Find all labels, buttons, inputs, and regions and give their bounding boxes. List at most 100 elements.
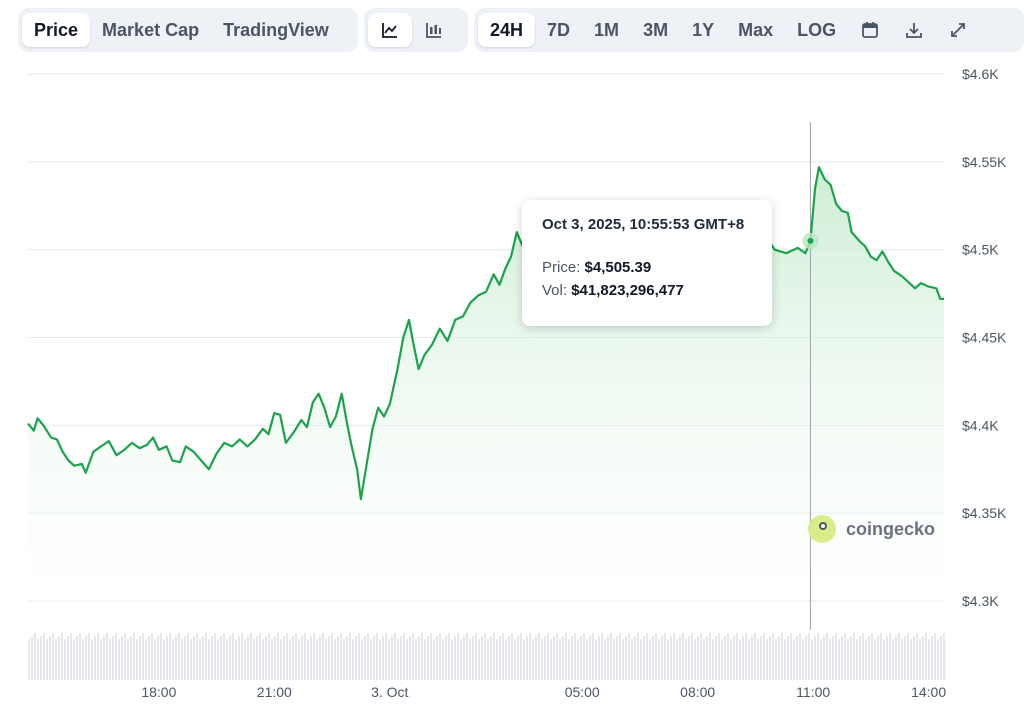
volume-bar [397,639,399,680]
range-1m-button[interactable]: 1M [594,19,620,40]
volume-bar [49,636,51,680]
volume-bar [538,633,540,680]
line-chart-button[interactable] [368,13,412,47]
y-tick-label: $4.6K [962,66,999,82]
volume-bar [799,633,801,680]
volume-bar [904,636,906,680]
y-tick-label: $4.45K [962,330,1007,346]
download-button[interactable] [892,13,936,47]
volume-bar [613,639,615,680]
volume-bar [844,633,846,680]
volume-bar [751,636,753,680]
volume-bar [910,639,912,680]
volume-bar [310,636,312,680]
volume-bar [640,639,642,680]
volume-bar [286,633,288,680]
volume-bar [427,636,429,680]
candlestick-chart-button[interactable] [412,13,456,47]
volume-bar [208,639,210,680]
volume-bar [205,633,207,680]
volume-bar [577,639,579,680]
volume-bar [562,636,564,680]
volume-bar [268,633,270,680]
volume-bar [133,633,135,680]
volume-bar [433,639,435,680]
range-1y-button[interactable]: 1Y [692,19,715,40]
tab-tradingview[interactable]: TradingView [223,19,329,40]
calendar-button[interactable] [848,13,892,47]
range-3m-button[interactable]: 3M [643,19,669,40]
volume-bar [811,639,813,680]
volume-bar [346,636,348,680]
volume-bar [298,639,300,680]
volume-bar [376,633,378,680]
volume-bar [442,639,444,680]
volume-bar [937,639,939,680]
volume-bar [367,633,369,680]
volume-bar [688,636,690,680]
volume-bar [823,636,825,680]
volume-bar [778,636,780,680]
tab-market-cap[interactable]: Market Cap [102,19,200,40]
range-7d-button[interactable]: 7D [547,19,571,40]
volume-bar [259,633,261,680]
volume-bar [496,639,498,680]
range-max-button[interactable]: Max [738,19,774,40]
volume-bar [757,639,759,680]
tooltip-volume-value: $41,823,296,477 [571,282,684,299]
volume-bar [940,636,942,680]
volume-bar [874,639,876,680]
volume-bar [199,639,201,680]
volume-bar [586,639,588,680]
tab-price[interactable]: Price [22,13,91,47]
download-icon [906,23,923,38]
volume-bar [40,636,42,680]
log-scale-button[interactable]: LOG [797,19,837,40]
volume-bar [241,633,243,680]
volume-bar [673,633,675,680]
volume-bar [352,639,354,680]
tooltip-volume-label: Vol: [542,282,568,299]
volume-bar [184,636,186,680]
volume-bar [532,639,534,680]
volume-bar [943,633,945,680]
volume-bar [163,639,165,680]
volume-bar [850,636,852,680]
range-24h-button[interactable]: 24H [478,13,536,47]
volume-bar [469,639,471,680]
volume-bar [280,639,282,680]
volume-bar [706,636,708,680]
volume-bar [721,639,723,680]
volume-bar [670,636,672,680]
y-tick-label: $4.35K [962,505,1007,521]
calendar-icon [862,22,879,38]
volume-bar [730,639,732,680]
volume-bar [319,636,321,680]
expand-button[interactable] [936,13,980,47]
volume-bar [67,636,69,680]
volume-bar [382,636,384,680]
volume-bar [82,639,84,680]
coingecko-logo-icon [808,515,836,543]
volume-bar [676,639,678,680]
volume-bar [64,639,66,680]
volume-bar [355,636,357,680]
volume-bar [112,636,114,680]
volume-bar [541,639,543,680]
volume-bar [589,636,591,680]
volume-bar [109,639,111,680]
volume-bar [364,636,366,680]
price-chart[interactable]: $4.3K $4.35K $4.4K $4.45K $4.5K $4.55K $4.6K 1… [0,60,1024,711]
volume-bar [295,633,297,680]
volume-bar [412,633,414,680]
volume-bar [574,633,576,680]
x-tick-label: 3. Oct [371,684,408,700]
volume-bar [58,636,60,680]
volume-bar [679,636,681,680]
volume-bar [550,639,552,680]
volume-bar [934,633,936,680]
price-line [27,166,944,501]
volume-bar [790,633,792,680]
volume-bar [190,639,192,680]
volume-bar [322,633,324,680]
